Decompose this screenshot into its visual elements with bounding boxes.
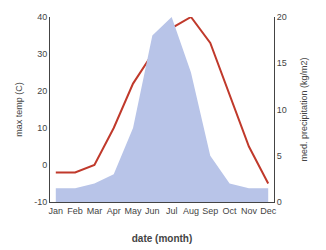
svg-text:10: 10 [277,105,287,115]
svg-text:max temp (C): max temp (C) [14,82,24,137]
svg-text:Feb: Feb [67,206,83,216]
svg-text:40: 40 [37,12,47,22]
svg-text:0: 0 [277,197,282,207]
svg-text:20: 20 [277,12,287,22]
svg-text:Jul: Jul [166,206,178,216]
svg-text:med. precipitation (kg/m2): med. precipitation (kg/m2) [299,57,309,161]
svg-text:-10: -10 [34,197,47,207]
svg-text:20: 20 [37,86,47,96]
svg-text:30: 30 [37,49,47,59]
svg-text:date (month): date (month) [132,233,193,244]
svg-text:15: 15 [277,58,287,68]
svg-text:Oct: Oct [223,206,238,216]
svg-text:10: 10 [37,123,47,133]
svg-text:Apr: Apr [107,206,121,216]
svg-text:Nov: Nov [241,206,258,216]
svg-text:Mar: Mar [87,206,103,216]
svg-text:5: 5 [277,151,282,161]
svg-text:May: May [125,206,143,216]
svg-text:Aug: Aug [183,206,199,216]
svg-text:Jan: Jan [49,206,64,216]
svg-text:Dec: Dec [260,206,277,216]
svg-text:Jun: Jun [145,206,160,216]
svg-text:Sep: Sep [202,206,218,216]
svg-text:0: 0 [42,160,47,170]
